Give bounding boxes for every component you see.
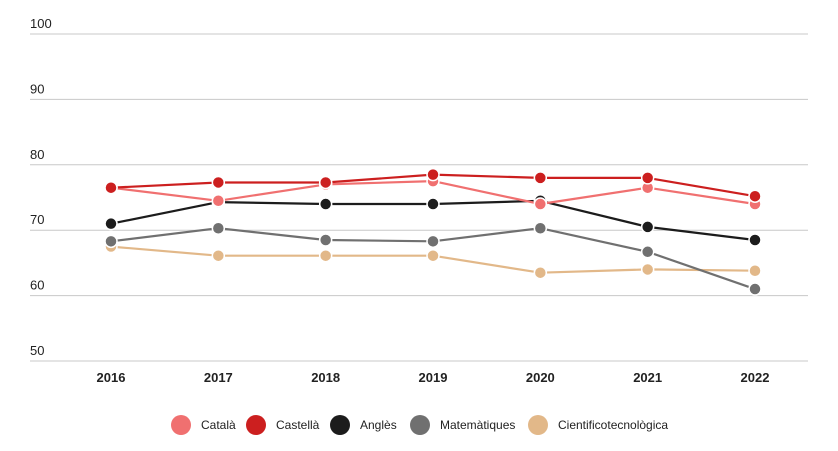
legend-item-4[interactable]: Cientificotecnològica: [528, 415, 668, 435]
legend-label: Cientificotecnològica: [558, 418, 668, 432]
data-point-3-0: [104, 234, 118, 249]
data-point-4-2: [318, 248, 333, 263]
data-point-0-1: [211, 194, 226, 208]
legend-swatch: [410, 415, 430, 435]
x-tick-label: 2016: [97, 370, 126, 385]
legend-item-1[interactable]: Castellà: [246, 415, 320, 435]
points-layer: [104, 167, 762, 296]
legend-label: Matemàtiques: [440, 418, 515, 432]
data-point-2-6: [748, 233, 762, 247]
legend-label: Català: [201, 418, 236, 432]
data-point-2-0: [104, 216, 118, 231]
data-point-3-4: [533, 221, 548, 235]
data-point-3-6: [748, 282, 762, 296]
series-layer: [110, 173, 756, 291]
data-point-3-3: [426, 234, 440, 249]
legend-item-2[interactable]: Anglès: [330, 415, 397, 435]
data-point-3-1: [211, 221, 226, 235]
data-point-1-0: [104, 180, 118, 195]
legend-swatch: [246, 415, 266, 435]
legend-swatch: [528, 415, 548, 435]
y-tick-label: 60: [30, 278, 44, 293]
data-point-4-4: [533, 265, 548, 280]
x-tick-label: 2017: [204, 370, 233, 385]
y-tick-label: 70: [30, 212, 44, 227]
data-point-3-2: [318, 233, 333, 247]
data-point-1-6: [748, 189, 762, 203]
x-tick-label: 2020: [526, 370, 555, 385]
y-tick-label: 80: [30, 147, 44, 162]
grid-layer: 100 90 80 70 60 50: [30, 16, 808, 362]
data-point-1-2: [318, 175, 333, 190]
x-axis: 2016 2017 2018 2019 2020 2021 2022: [97, 370, 770, 385]
legend-swatch: [171, 415, 191, 435]
x-tick-label: 2018: [311, 370, 340, 385]
legend-label: Castellà: [276, 418, 320, 432]
data-point-1-3: [426, 167, 440, 182]
data-point-1-5: [640, 171, 655, 185]
x-tick-label: 2019: [419, 370, 448, 385]
data-point-2-5: [640, 220, 655, 234]
data-point-1-1: [211, 175, 226, 190]
y-tick-label: 50: [30, 343, 44, 358]
y-tick-label: 100: [30, 16, 52, 31]
data-point-4-6: [748, 263, 762, 278]
legend-swatch: [330, 415, 350, 435]
legend-label: Anglès: [360, 418, 397, 432]
data-point-1-4: [533, 171, 548, 185]
data-point-3-5: [640, 245, 655, 259]
data-point-4-3: [426, 248, 440, 263]
x-tick-label: 2021: [633, 370, 662, 385]
data-point-2-3: [426, 197, 440, 211]
legend-item-0[interactable]: Català: [171, 415, 236, 435]
data-point-4-1: [211, 248, 226, 263]
data-point-2-2: [318, 197, 333, 211]
legend-item-3[interactable]: Matemàtiques: [410, 415, 515, 435]
legend: Català Castellà Anglès Matemàtiques Cientifi…: [171, 415, 668, 435]
y-tick-label: 90: [30, 81, 44, 96]
data-point-0-4: [533, 197, 548, 211]
data-point-4-5: [640, 262, 655, 277]
x-tick-label: 2022: [741, 370, 770, 385]
